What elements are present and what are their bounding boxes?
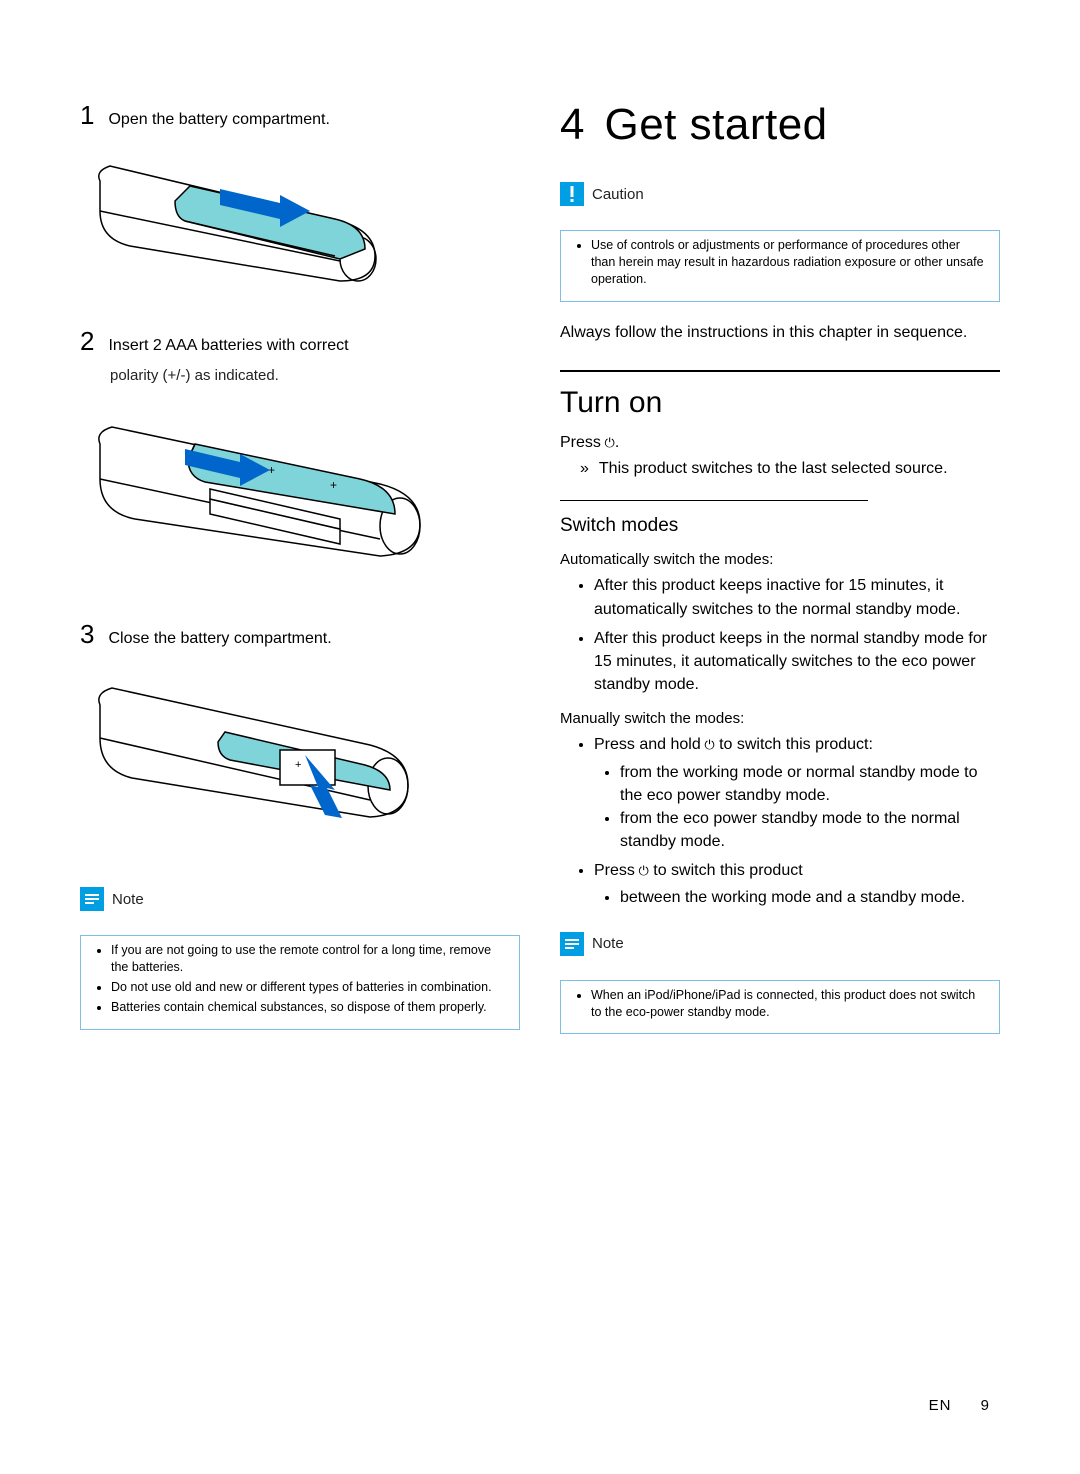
- illustration-close-compartment: +: [80, 660, 520, 855]
- press-prefix: Press: [560, 434, 601, 451]
- chapter-number: 4: [560, 100, 584, 150]
- callout-title: Note: [592, 935, 624, 952]
- exclamation-icon: [560, 182, 584, 206]
- page-root: 1 Open the battery compartment.: [0, 0, 1080, 1474]
- text-fragment: to switch this product:: [715, 736, 873, 753]
- subsection-rule: [560, 500, 868, 501]
- svg-text:+: +: [295, 759, 301, 771]
- manual-list: Press and hold ⏻ to switch this product:…: [560, 733, 1000, 909]
- manual-label: Manually switch the modes:: [560, 710, 1000, 727]
- auto-list: After this product keeps inactive for 15…: [560, 574, 1000, 696]
- step-number: 3: [80, 619, 94, 650]
- list-item: After this product keeps inactive for 15…: [594, 574, 1000, 620]
- left-column: 1 Open the battery compartment.: [80, 100, 520, 1414]
- switch-modes-heading: Switch modes: [560, 515, 1000, 537]
- illustration-open-compartment: [80, 141, 520, 296]
- list-item: from the eco power standby mode to the n…: [620, 807, 1000, 853]
- note-callout: Note If you are not going to use the rem…: [80, 885, 520, 1030]
- power-icon: ⏻: [601, 435, 615, 450]
- result-line: » This product switches to the last sele…: [560, 458, 1000, 480]
- step-text: Open the battery compartment.: [108, 109, 329, 131]
- svg-text:+: +: [330, 478, 337, 492]
- list-item: Press and hold ⏻ to switch this product:…: [594, 733, 1000, 853]
- power-icon: ⏻: [701, 737, 715, 752]
- result-text: This product switches to the last select…: [599, 458, 948, 480]
- press-suffix: .: [615, 434, 619, 451]
- caution-item: Use of controls or adjustments or perfor…: [591, 237, 987, 288]
- caution-callout: Caution Use of controls or adjustments o…: [560, 180, 1000, 302]
- result-marker: »: [580, 458, 589, 480]
- right-column: 4 Get started Caution Use of controls or…: [560, 100, 1000, 1414]
- step-text: Close the battery compartment.: [108, 628, 331, 650]
- list-item: between the working mode and a standby m…: [620, 886, 1000, 909]
- step-3: 3 Close the battery compartment. +: [80, 619, 520, 855]
- callout-title: Caution: [592, 186, 644, 203]
- intro-paragraph: Always follow the instructions in this c…: [560, 322, 1000, 344]
- callout-title: Note: [112, 891, 144, 908]
- chapter-heading: 4 Get started: [560, 100, 1000, 150]
- power-icon: ⏻: [635, 863, 649, 878]
- step-text: Insert 2 AAA batteries with correct: [108, 335, 348, 357]
- list-item: Press ⏻ to switch this product between t…: [594, 859, 1000, 909]
- note-item: When an iPod/iPhone/iPad is connected, t…: [591, 987, 987, 1021]
- text-fragment: Press and hold: [594, 736, 701, 753]
- step-1: 1 Open the battery compartment.: [80, 100, 520, 296]
- note-item: Do not use old and new or different type…: [111, 979, 507, 996]
- list-item: After this product keeps in the normal s…: [594, 627, 1000, 697]
- turn-on-heading: Turn on: [560, 386, 1000, 420]
- section-rule: [560, 370, 1000, 372]
- note-item: If you are not going to use the remote c…: [111, 942, 507, 976]
- page-footer: EN 9: [929, 1397, 990, 1414]
- step-subtext: polarity (+/-) as indicated.: [110, 367, 520, 384]
- text-fragment: Press: [594, 862, 635, 879]
- list-item: from the working mode or normal standby …: [620, 761, 1000, 807]
- step-number: 2: [80, 326, 94, 357]
- step-2: 2 Insert 2 AAA batteries with correct po…: [80, 326, 520, 589]
- text-fragment: to switch this product: [649, 862, 803, 879]
- illustration-insert-batteries: + +: [80, 394, 520, 589]
- note-lines-icon: [560, 932, 584, 956]
- footer-lang: EN: [929, 1397, 952, 1414]
- press-instruction: Press ⏻.: [560, 434, 1000, 452]
- note-lines-icon: [80, 887, 104, 911]
- step-number: 1: [80, 100, 94, 131]
- chapter-title: Get started: [604, 100, 827, 150]
- footer-page: 9: [981, 1397, 990, 1414]
- note-item: Batteries contain chemical substances, s…: [111, 999, 507, 1016]
- auto-label: Automatically switch the modes:: [560, 551, 1000, 568]
- note-callout-right: Note When an iPod/iPhone/iPad is connect…: [560, 930, 1000, 1035]
